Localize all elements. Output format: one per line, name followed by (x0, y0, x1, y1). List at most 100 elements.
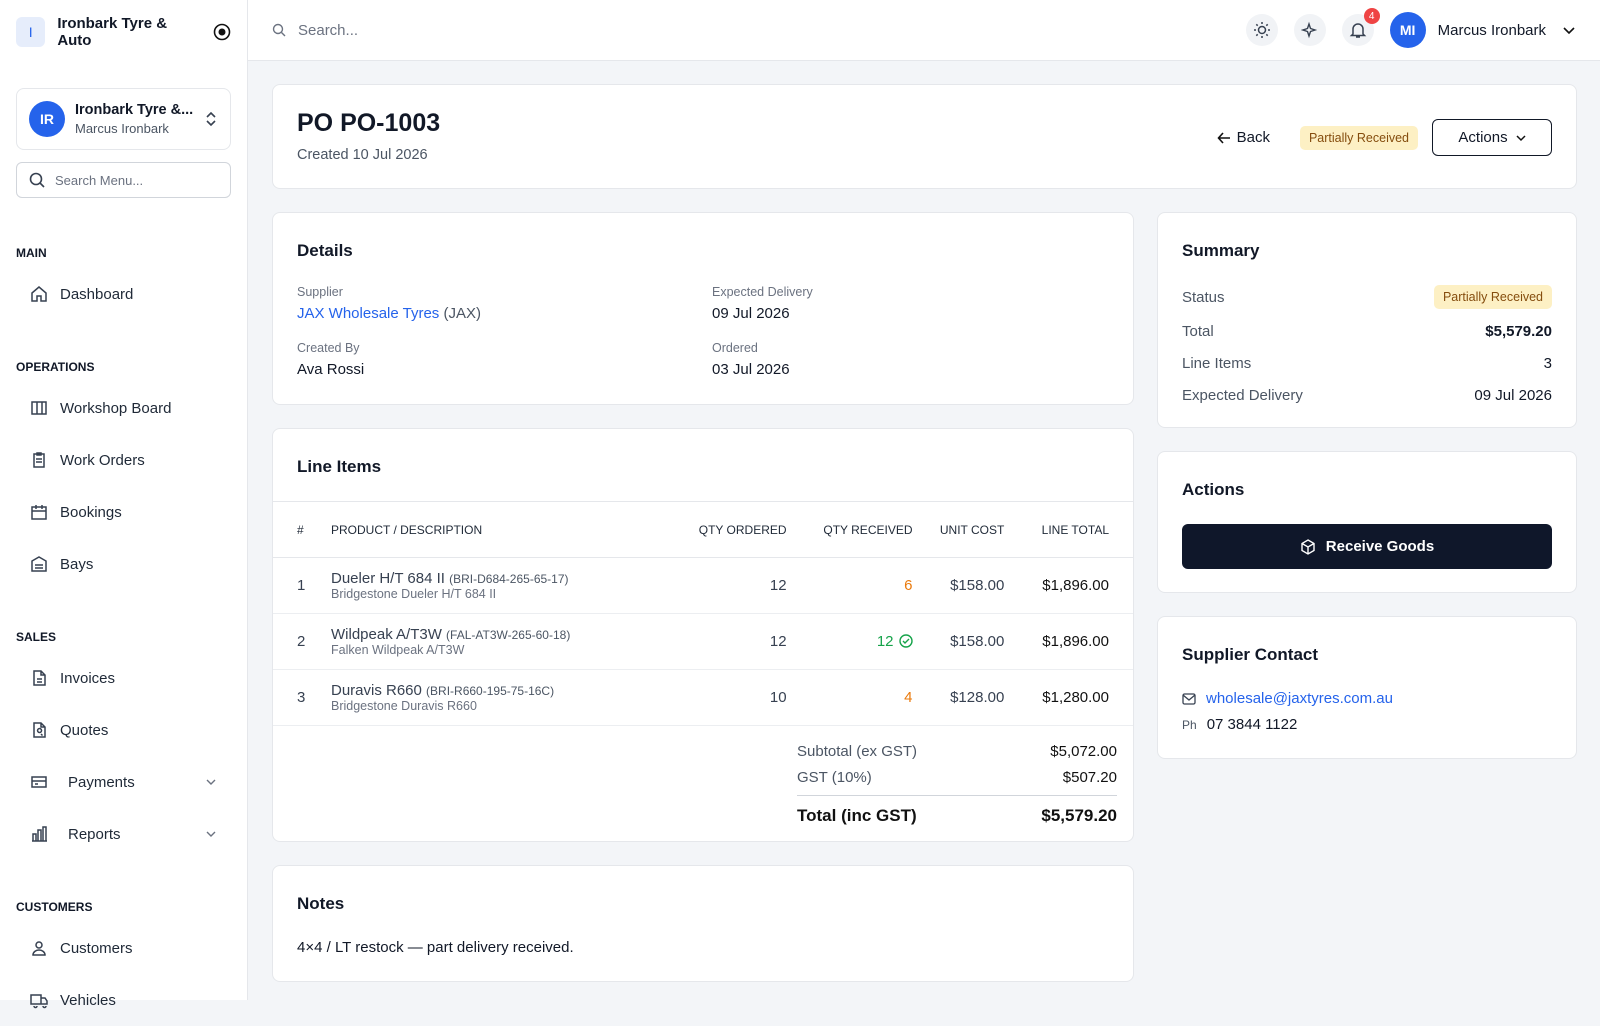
nav-item[interactable]: Workshop Board (0, 382, 247, 434)
summary-value: 3 (1543, 355, 1552, 372)
nav-icon (31, 776, 47, 788)
theme-button[interactable] (1245, 14, 1278, 46)
line-number: 2 (273, 613, 330, 670)
icon-path (206, 779, 216, 785)
field-label: Supplier (297, 285, 343, 299)
nav-label: Customers (60, 939, 133, 957)
qty-received: 4 (904, 689, 913, 706)
back-icon (1217, 131, 1230, 144)
icon-path (31, 505, 47, 520)
nav-label: Work Orders (60, 451, 145, 469)
icon-path (33, 722, 46, 738)
product-line: Dueler H/T 684 II (BRI-D684-265-65-17) (331, 570, 662, 587)
header-card: PO PO-1003 Created 10 Jul 2026 Back Part… (272, 84, 1577, 189)
nav-icon (33, 670, 46, 686)
summary-label: Status (1182, 288, 1225, 306)
nav-item[interactable]: Dashboard (0, 268, 247, 320)
field-value: 09 Jul 2026 (712, 305, 790, 322)
nav-icon (33, 722, 46, 738)
product-sku: (BRI-R660-195-75-16C) (426, 684, 555, 698)
qty-received-cell: 4 (787, 669, 914, 726)
column-header: # (273, 501, 330, 558)
product-description: Bridgestone Duravis R660 (331, 699, 477, 713)
nav-chevron (206, 831, 216, 837)
back-label: Back (1236, 129, 1270, 146)
nav-item[interactable]: Payments (0, 756, 247, 808)
icon-path (902, 638, 909, 644)
contact-phone: 07 3844 1122 (1206, 716, 1298, 733)
product-description: Bridgestone Dueler H/T 684 II (331, 587, 497, 601)
icon-path (33, 670, 46, 686)
field-label: Ordered (712, 341, 758, 355)
details-card: Details Supplier JAX Wholesale Tyres (JAX… (272, 212, 1134, 405)
gst-label: GST (10%) (797, 769, 872, 786)
back-button[interactable]: Back (1217, 129, 1270, 146)
column-header: QTY RECEIVED (787, 501, 914, 558)
nav-label: Quotes (60, 721, 109, 739)
mail-icon (1182, 692, 1196, 705)
actions-button[interactable]: Actions (1432, 119, 1552, 156)
contact-card: Supplier Contact wholesale@jaxtyres.com.… (1157, 616, 1577, 759)
product-cell: Dueler H/T 684 II (BRI-D684-265-65-17) Br… (330, 557, 664, 614)
qty-received-cell: 6 (787, 557, 914, 614)
sun-icon (1253, 22, 1270, 38)
notes-text: 4×4 / LT restock — part delivery receive… (297, 939, 574, 956)
icon-path (32, 826, 47, 842)
nav-label: Reports (68, 825, 121, 843)
global-search[interactable]: Search... (272, 22, 358, 39)
nav-item[interactable]: Bookings (0, 486, 247, 538)
nav-label: Invoices (60, 669, 116, 687)
nav-item[interactable]: Work Orders (0, 434, 247, 486)
summary-value: $5,579.20 (1485, 323, 1552, 340)
sidebar: I Ironbark Tyre & Auto IR Ironbark Tyre … (0, 0, 248, 1009)
icon-path (31, 556, 47, 572)
user-name[interactable]: Marcus Ironbark (1437, 21, 1546, 39)
line-item-row: 1 Dueler H/T 684 II (BRI-D684-265-65-17) B… (273, 557, 1133, 614)
card-title: Notes (297, 894, 345, 913)
unit-cost: $158.00 (913, 557, 1006, 614)
unit-cost: $158.00 (913, 613, 1006, 670)
field-label: Expected Delivery (712, 285, 813, 299)
nav-icon (31, 286, 47, 302)
summary-card: Summary Status Partially Received Total $5… (1157, 212, 1577, 428)
nav-label: Dashboard (60, 285, 134, 303)
notification-count: 4 (1363, 8, 1380, 24)
icon-path (31, 776, 47, 788)
org-switcher[interactable]: IR Ironbark Tyre &... Marcus Ironbark (16, 88, 231, 150)
nav-item[interactable]: Reports (0, 808, 247, 860)
card-title: Line Items (297, 457, 382, 476)
subtotal-value: $5,072.00 (1050, 743, 1117, 760)
icon-path (898, 634, 913, 648)
menu-search[interactable]: Search Menu... (16, 162, 231, 198)
nav-item[interactable]: Customers (0, 922, 247, 974)
total-value: $5,579.20 (1041, 806, 1117, 825)
notifications-button[interactable]: 4 (1341, 8, 1380, 46)
supplier-link[interactable]: JAX Wholesale Tyres (297, 305, 440, 322)
card-title: Summary (1182, 241, 1260, 260)
icon-path (32, 941, 46, 956)
brand-name: Ironbark Tyre & Auto (57, 15, 168, 49)
actions-label: Actions (1458, 129, 1508, 146)
brand-toggle[interactable] (213, 23, 231, 41)
contact-email[interactable]: wholesale@jaxtyres.com.au (1206, 690, 1393, 707)
nav-item[interactable]: Vehicles (0, 974, 247, 1026)
bell-icon (1349, 23, 1366, 38)
nav-item[interactable]: Quotes (0, 704, 247, 756)
nav-item[interactable]: Bays (0, 538, 247, 590)
summary-value: 09 Jul 2026 (1474, 387, 1552, 404)
nav-item[interactable]: Invoices (0, 652, 247, 704)
nav-label: Bays (60, 555, 94, 573)
nav-section-title: MAIN (16, 246, 47, 260)
product-description: Falken Wildpeak A/T3W (331, 643, 465, 657)
org-avatar: IR (29, 101, 65, 137)
user-chevron[interactable] (1562, 23, 1576, 37)
nav-label: Vehicles (60, 991, 116, 1009)
icon-path (31, 286, 47, 302)
line-items-table: # PRODUCT / DESCRIPTION QTY ORDERED QTY REC… (273, 501, 1133, 726)
received-check (898, 634, 913, 648)
product-name: Dueler H/T 684 II (331, 570, 445, 587)
receive-goods-button[interactable]: Receive Goods (1182, 524, 1552, 569)
product-name: Wildpeak A/T3W (331, 626, 442, 643)
product-line: Wildpeak A/T3W (FAL-AT3W-265-60-18) (331, 626, 662, 643)
ai-button[interactable] (1293, 14, 1326, 46)
